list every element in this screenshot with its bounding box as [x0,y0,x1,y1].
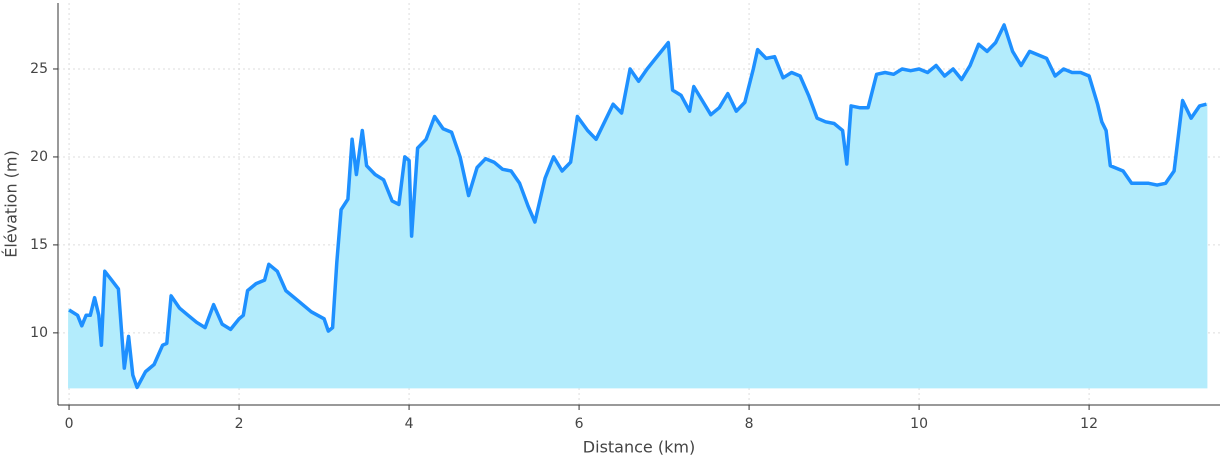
x-tick-label: 0 [65,416,74,432]
x-tick-label: 8 [745,416,754,432]
y-tick-label: 25 [30,61,48,77]
x-tick-label: 2 [235,416,244,432]
y-tick-label: 10 [30,325,48,341]
y-tick-label: 20 [30,149,48,165]
x-tick-label: 12 [1080,416,1098,432]
x-tick-label: 10 [910,416,928,432]
y-tick-label: 15 [30,237,48,253]
x-tick-label: 4 [405,416,414,432]
x-tick-label: 6 [575,416,584,432]
elevation-line [68,23,1207,390]
y-axis-label: Élévation (m) [2,150,21,257]
x-axis-label: Distance (km) [583,438,695,457]
